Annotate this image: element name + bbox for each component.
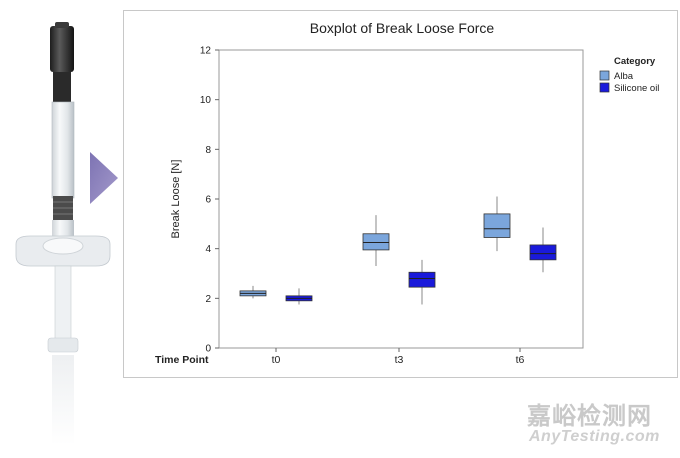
x-tick-label-t6: t6 (516, 354, 525, 366)
box-silicone-oil-t6 (529, 227, 557, 273)
legend-swatch (599, 70, 610, 81)
x-tick-label-t3: t3 (395, 354, 404, 366)
box-alba-t6 (483, 196, 511, 252)
box-silicone-oil-t0 (285, 288, 313, 305)
boxplot-chart: Boxplot of Break Loose Force Break Loose… (155, 20, 659, 366)
legend-title: Category (614, 56, 656, 67)
y-tick-label: 12 (200, 46, 212, 57)
y-tick-label: 8 (205, 145, 211, 156)
syringe-illustration (15, 22, 111, 445)
y-tick-label: 2 (205, 294, 211, 305)
watermark-en: AnyTesting.com (529, 428, 660, 445)
pointer-arrow-icon (90, 152, 118, 204)
iqr-box (408, 271, 436, 288)
x-axis-label: Time Point (155, 354, 209, 366)
plot-area (218, 49, 584, 349)
box-silicone-oil-t3 (408, 259, 436, 305)
iqr-box (483, 213, 511, 238)
watermark-cn: 嘉峪检测网 (527, 402, 652, 430)
box-alba-t3 (362, 215, 390, 267)
iqr-box (362, 233, 390, 251)
box-alba-t0 (239, 285, 267, 299)
y-tick-label: 4 (205, 244, 211, 255)
legend-label: Alba (614, 71, 634, 82)
legend-swatch (599, 82, 610, 93)
iqr-box (529, 244, 557, 261)
chart-title: Boxplot of Break Loose Force (310, 20, 495, 36)
x-tick-label-t0: t0 (272, 354, 281, 366)
y-tick-label: 0 (205, 344, 211, 355)
legend-label: Silicone oil (614, 83, 659, 94)
y-axis-label: Break Loose [N] (170, 160, 182, 239)
y-tick-label: 6 (205, 195, 211, 206)
y-tick-label: 10 (200, 95, 212, 106)
